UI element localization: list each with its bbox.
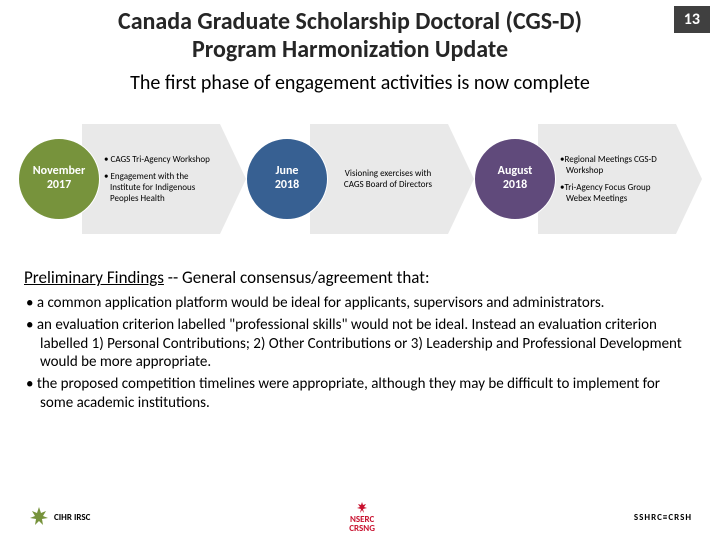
findings-item: • the proposed competition timelines wer… (26, 375, 694, 413)
findings-item: • a common application platform would be… (26, 294, 694, 313)
title-line2: Program Harmonization Update (192, 35, 508, 64)
findings-heading-rest: -- General consensus/agreement that: (164, 267, 430, 288)
date-line: August (498, 165, 533, 179)
timeline-stage-2: June 2018 Visioning exercises with CAGS … (246, 124, 474, 234)
maple-leaf-icon (353, 501, 371, 515)
sshrc-logo: SSHRC≡CRSH (634, 513, 692, 522)
timeline-arrow-2: Visioning exercises with CAGS Board of D… (310, 124, 474, 234)
date-line: 2018 (503, 179, 527, 193)
timeline-circle-2: June 2018 (246, 138, 328, 220)
logo-text: SSHRC≡CRSH (634, 513, 692, 522)
timeline-circle-1: November 2017 (18, 138, 100, 220)
logo-text: CRSNG (349, 524, 375, 533)
timeline-text: CAGS Board of Directors (340, 179, 436, 191)
timeline-circle-3: August 2018 (474, 138, 556, 220)
timeline-bullet: •Regional Meetings CGS-D Workshop (560, 154, 674, 177)
date-line: 2018 (275, 179, 299, 193)
timeline-bullet: • CAGS Tri-Agency Workshop (104, 154, 218, 165)
findings-heading: Preliminary Findings -- General consensu… (0, 249, 720, 294)
timeline: November 2017 • CAGS Tri-Agency Workshop… (0, 109, 720, 249)
date-line: 2017 (47, 179, 71, 193)
findings-heading-underlined: Preliminary Findings (24, 267, 164, 288)
findings-item: • an evaluation criterion labelled "prof… (26, 316, 694, 372)
timeline-text: Visioning exercises with (341, 168, 435, 180)
findings-list: • a common application platform would be… (0, 294, 720, 424)
timeline-stage-3: August 2018 •Regional Meetings CGS-D Wor… (474, 124, 702, 234)
cihr-logo: CIHR IRSC (28, 505, 90, 529)
page-title: Canada Graduate Scholarship Doctoral (CG… (0, 0, 720, 67)
timeline-arrow-1: • CAGS Tri-Agency Workshop • Engagement … (82, 124, 246, 234)
arrow-tip-icon (676, 124, 702, 234)
nserc-logo: NSERC CRSNG (349, 501, 375, 533)
timeline-stage-1: November 2017 • CAGS Tri-Agency Workshop… (18, 124, 246, 234)
logo-text: CIHR IRSC (54, 513, 90, 522)
arrow-tip-icon (448, 124, 474, 234)
timeline-arrow-3: •Regional Meetings CGS-D Workshop •Tri-A… (538, 124, 702, 234)
title-line1: Canada Graduate Scholarship Doctoral (CG… (118, 7, 582, 36)
date-line: November (33, 165, 85, 179)
leaf-icon (28, 505, 50, 529)
timeline-bullet: •Tri-Agency Focus Group Webex Meetings (560, 182, 674, 205)
subtitle: The first phase of engagement activities… (0, 67, 720, 109)
slide-number: 13 (674, 6, 710, 33)
arrow-tip-icon (220, 124, 246, 234)
timeline-bullet: • Engagement with the Institute for Indi… (104, 171, 218, 205)
date-line: June (276, 165, 299, 179)
footer-logos: CIHR IRSC NSERC CRSNG SSHRC≡CRSH (0, 500, 720, 534)
